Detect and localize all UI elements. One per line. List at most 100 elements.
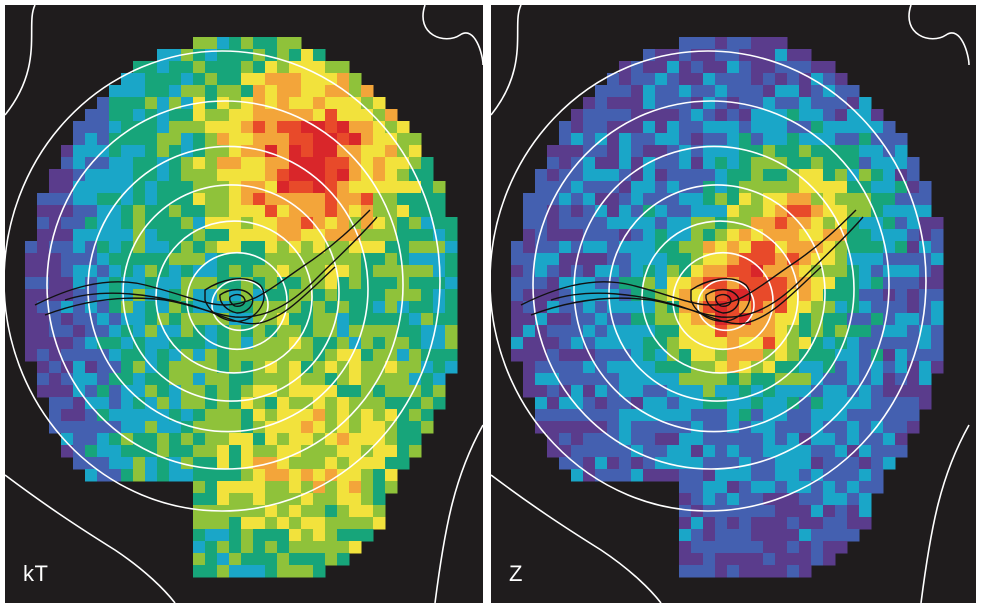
map-pixel — [217, 517, 230, 530]
map-pixel — [433, 205, 446, 218]
map-pixel — [229, 121, 242, 134]
map-pixel — [25, 241, 38, 254]
map-pixel — [325, 541, 338, 554]
map-pixel — [931, 301, 944, 314]
map-pixel — [217, 217, 230, 230]
map-pixel — [619, 169, 632, 182]
map-pixel — [619, 133, 632, 146]
map-pixel — [847, 157, 860, 170]
map-pixel — [931, 277, 944, 290]
map-pixel — [61, 325, 74, 338]
map-pixel — [361, 229, 374, 242]
map-pixel — [727, 565, 740, 578]
map-pixel — [37, 217, 50, 230]
map-pixel — [265, 481, 278, 494]
map-pixel — [739, 541, 752, 554]
map-pixel — [133, 97, 146, 110]
map-pixel — [229, 109, 242, 122]
map-pixel — [907, 373, 920, 386]
map-pixel — [835, 121, 848, 134]
map-pixel — [763, 337, 776, 350]
map-pixel — [595, 265, 608, 278]
map-pixel — [691, 133, 704, 146]
map-pixel — [667, 109, 680, 122]
map-pixel — [109, 397, 122, 410]
map-pixel — [325, 145, 338, 158]
map-pixel — [775, 289, 788, 302]
map-pixel — [145, 121, 158, 134]
map-pixel — [727, 361, 740, 374]
map-pixel — [619, 193, 632, 206]
map-pixel — [277, 133, 290, 146]
map-pixel — [49, 337, 62, 350]
map-pixel — [301, 553, 314, 566]
map-pixel — [895, 349, 908, 362]
map-pixel — [289, 553, 302, 566]
map-pixel — [667, 253, 680, 266]
map-pixel — [523, 193, 536, 206]
map-pixel — [643, 277, 656, 290]
map-pixel — [349, 217, 362, 230]
map-pixel — [205, 229, 218, 242]
map-pixel — [751, 205, 764, 218]
map-pixel — [751, 109, 764, 122]
map-pixel — [559, 217, 572, 230]
map-pixel — [325, 505, 338, 518]
map-pixel — [691, 205, 704, 218]
map-pixel — [631, 73, 644, 86]
map-pixel — [655, 157, 668, 170]
map-pixel — [253, 445, 266, 458]
map-pixel — [301, 157, 314, 170]
map-pixel — [715, 541, 728, 554]
map-pixel — [667, 361, 680, 374]
map-pixel — [337, 301, 350, 314]
map-pixel — [847, 409, 860, 422]
map-pixel — [193, 565, 206, 578]
map-pixel — [655, 265, 668, 278]
white-contour — [5, 474, 176, 603]
map-pixel — [193, 313, 206, 326]
map-pixel — [157, 205, 170, 218]
map-pixel — [619, 205, 632, 218]
map-pixel — [313, 241, 326, 254]
map-pixel — [241, 193, 254, 206]
map-pixel — [217, 493, 230, 506]
map-pixel — [325, 121, 338, 134]
map-pixel — [121, 145, 134, 158]
map-pixel — [109, 433, 122, 446]
map-pixel — [73, 361, 86, 374]
map-pixel — [559, 193, 572, 206]
map-pixel — [859, 505, 872, 518]
map-pixel — [895, 409, 908, 422]
map-pixel — [385, 121, 398, 134]
map-pixel — [775, 145, 788, 158]
map-pixel — [631, 229, 644, 242]
map-pixel — [349, 265, 362, 278]
map-pixel — [931, 265, 944, 278]
map-pixel — [337, 97, 350, 110]
map-pixel — [607, 421, 620, 434]
map-pixel — [871, 469, 884, 482]
map-pixel — [547, 145, 560, 158]
map-pixel — [751, 445, 764, 458]
map-pixel — [337, 253, 350, 266]
map-pixel — [787, 181, 800, 194]
map-pixel — [775, 181, 788, 194]
map-pixel — [361, 337, 374, 350]
map-pixel — [739, 517, 752, 530]
map-pixel — [835, 109, 848, 122]
map-pixel — [835, 217, 848, 230]
map-pixel — [607, 169, 620, 182]
map-pixel — [871, 145, 884, 158]
map-pixel — [109, 469, 122, 482]
map-pixel — [679, 493, 692, 506]
map-pixel — [607, 109, 620, 122]
map-pixel — [277, 217, 290, 230]
map-pixel — [361, 253, 374, 266]
map-pixel — [193, 277, 206, 290]
map-pixel — [607, 133, 620, 146]
map-pixel — [337, 529, 350, 542]
map-pixel — [133, 241, 146, 254]
map-pixel — [301, 517, 314, 530]
map-pixel — [787, 421, 800, 434]
